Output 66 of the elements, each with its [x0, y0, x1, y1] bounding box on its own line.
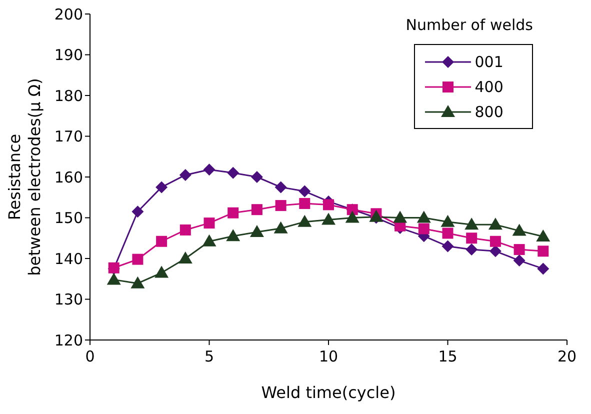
- y-tick-label: 140: [54, 250, 83, 268]
- point: [178, 252, 192, 264]
- point: [226, 229, 240, 242]
- point: [130, 276, 145, 288]
- x-tick-label: 20: [557, 348, 577, 366]
- point: [538, 246, 549, 257]
- y-tick-label: 170: [54, 128, 83, 146]
- x-tick-label: 0: [85, 348, 95, 366]
- point: [179, 168, 192, 181]
- x-tick-label: 15: [438, 348, 458, 366]
- point: [489, 245, 502, 258]
- legend-label: 400: [474, 78, 504, 96]
- point: [442, 228, 454, 239]
- point: [440, 214, 455, 227]
- legend-label: 800: [474, 102, 504, 120]
- point: [323, 199, 334, 210]
- y-tick-label: 130: [54, 290, 83, 309]
- point: [204, 218, 215, 229]
- point: [156, 181, 168, 194]
- point: [298, 214, 312, 227]
- legend-title: Number of welds: [406, 16, 533, 34]
- point: [299, 198, 310, 209]
- point: [180, 224, 191, 236]
- y-tick-label: 150: [54, 209, 83, 228]
- point: [250, 171, 263, 183]
- point: [322, 212, 336, 225]
- legend-label: 001: [474, 52, 504, 70]
- point: [275, 200, 286, 212]
- point: [442, 240, 454, 252]
- point: [464, 218, 479, 230]
- point: [418, 223, 430, 234]
- point: [512, 224, 526, 236]
- x-axis-title: Weld time(cycle): [261, 383, 396, 402]
- point: [488, 218, 502, 230]
- point: [537, 262, 550, 275]
- point: [393, 210, 408, 223]
- x-tick-label: 10: [318, 348, 338, 366]
- point: [250, 225, 264, 238]
- point: [251, 204, 262, 216]
- point: [345, 210, 360, 223]
- point: [203, 164, 216, 176]
- point: [228, 207, 239, 218]
- point: [202, 234, 216, 246]
- y-axis-title: Resistance between electrodes(μ Ω): [5, 78, 44, 276]
- y-tick-label: 160: [54, 168, 83, 186]
- point: [227, 166, 240, 179]
- y-tick-label: 190: [54, 46, 83, 64]
- point: [156, 236, 168, 247]
- point: [514, 244, 525, 256]
- point: [132, 254, 144, 265]
- point: [132, 206, 144, 218]
- point: [466, 244, 478, 256]
- x-tick-label: 5: [204, 348, 214, 366]
- y-tick-label: 120: [54, 331, 83, 350]
- point: [274, 221, 288, 234]
- point: [416, 210, 431, 223]
- point: [154, 266, 169, 278]
- y-tick-label: 180: [54, 86, 83, 105]
- point: [536, 229, 550, 242]
- point: [490, 236, 501, 247]
- point: [106, 272, 121, 285]
- y-tick-label: 200: [54, 5, 83, 24]
- point: [513, 254, 526, 267]
- point: [298, 185, 311, 198]
- point: [274, 181, 287, 194]
- point: [466, 232, 478, 244]
